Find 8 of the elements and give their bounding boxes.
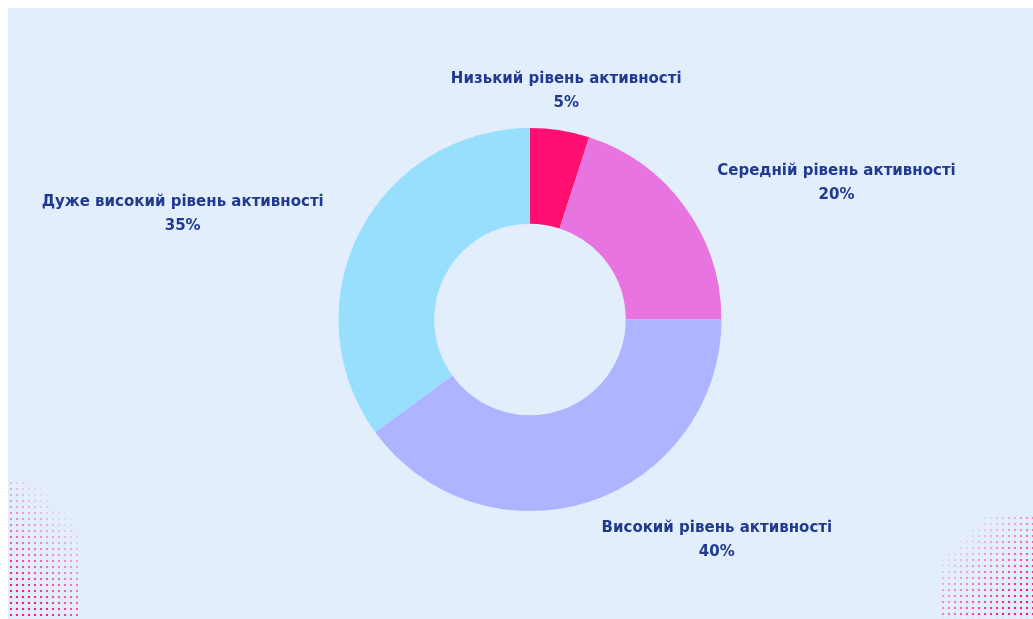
slice-label: Дуже високий рівень активності (41, 192, 324, 211)
slice-label: Низький рівень активності (450, 68, 682, 87)
data-label: 20% (818, 185, 855, 204)
data-label: 40% (698, 541, 735, 560)
data-label: 35% (164, 216, 201, 235)
slice-label: Високий рівень активності (601, 517, 833, 536)
slice-label: Середній рівень активності (717, 161, 956, 180)
data-label: 5% (553, 92, 579, 111)
